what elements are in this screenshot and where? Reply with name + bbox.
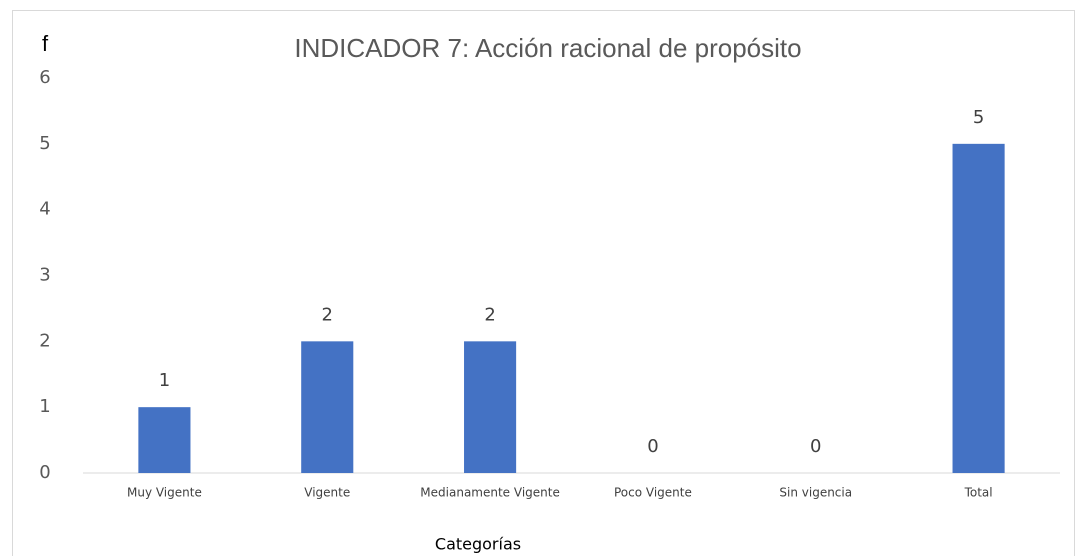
bar [301, 341, 354, 473]
x-tick-label: Medianamente Vigente [420, 486, 560, 500]
x-tick-label: Sin vigencia [779, 486, 852, 500]
data-label: 1 [159, 370, 170, 391]
y-tick-label: 6 [39, 67, 50, 88]
y-tick-label: 4 [39, 199, 50, 220]
y-tick-label: 2 [39, 330, 50, 351]
chart-title: INDICADOR 7: Acción racional de propósit… [294, 33, 801, 63]
y-tick-label: 1 [39, 396, 50, 417]
x-tick-label: Vigente [304, 486, 350, 500]
data-label: 5 [973, 107, 984, 128]
y-tick-label: 5 [39, 133, 50, 154]
data-label: 2 [322, 304, 333, 325]
data-label: 2 [484, 304, 495, 325]
y-axis-label: f [42, 31, 49, 56]
y-tick-label: 3 [39, 265, 50, 286]
data-label: 0 [810, 436, 821, 457]
y-tick-label: 0 [39, 462, 50, 483]
chart-frame [12, 10, 1075, 556]
x-tick-label: Muy Vigente [127, 486, 202, 500]
x-tick-label: Total [964, 486, 993, 500]
x-tick-label: Poco Vigente [614, 486, 692, 500]
bar [464, 341, 517, 473]
bar [952, 143, 1005, 474]
x-axis-label: Categorías [435, 535, 521, 554]
bar [138, 407, 191, 473]
data-label: 0 [647, 436, 658, 457]
